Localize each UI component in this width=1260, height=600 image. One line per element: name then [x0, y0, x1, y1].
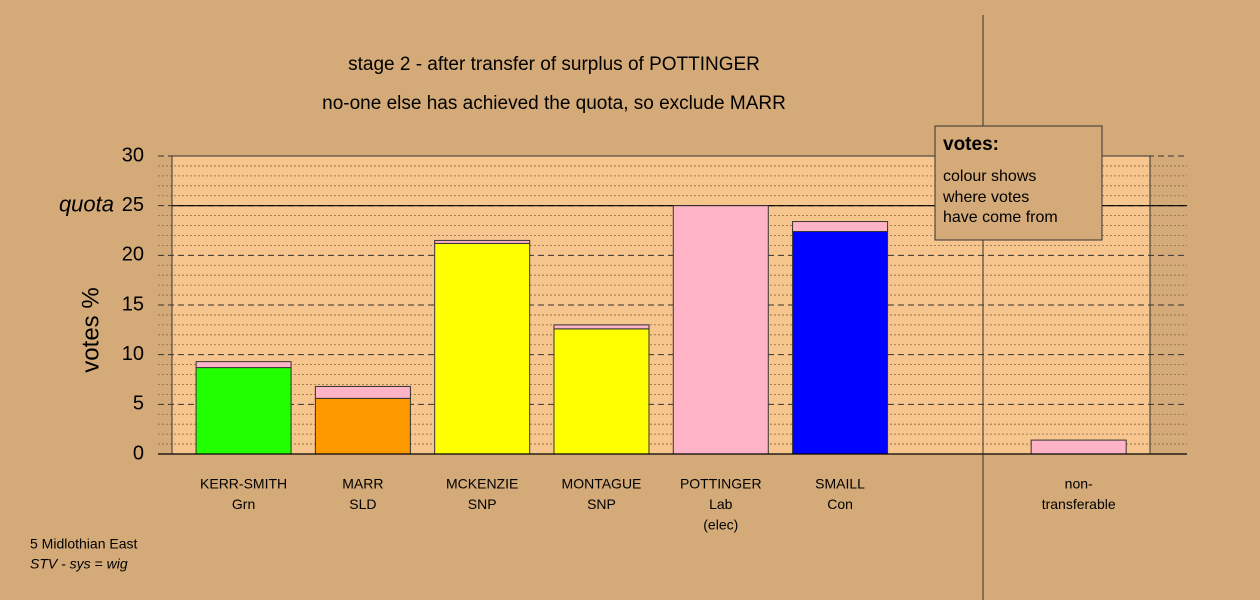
y-tick-label: 25: [122, 194, 144, 216]
x-tick-label: Con: [827, 496, 853, 512]
x-tick-label: Grn: [232, 496, 255, 512]
bar-segment: [553, 324, 650, 330]
y-axis-label: votes %: [77, 287, 104, 372]
y-tick-label: 0: [133, 442, 144, 464]
x-tick-label: SNP: [587, 496, 616, 512]
footer: STV - sys = wig: [30, 556, 128, 572]
note-box: [934, 125, 1103, 241]
y-tick-label: 30: [122, 144, 144, 166]
x-tick-label: SMAILL: [815, 476, 865, 492]
bar-segment: [434, 239, 531, 244]
bar-segment: [314, 397, 411, 455]
y-tick-label: 20: [122, 244, 144, 266]
note-title: votes:: [943, 134, 999, 155]
note-line: have come from: [943, 209, 1058, 226]
note-line: where votes: [942, 189, 1029, 206]
x-tick-label: non-: [1065, 476, 1093, 492]
bar-segment: [195, 367, 292, 455]
bar-segment: [434, 242, 531, 455]
bar-segment: [792, 221, 889, 232]
y-tick-label: 10: [122, 343, 144, 365]
bar-segment: [1030, 439, 1127, 455]
bar-segment: [195, 361, 292, 369]
x-tick-label: SNP: [468, 496, 497, 512]
x-tick-label: KERR-SMITH: [200, 476, 287, 492]
y-tick-label: 5: [133, 393, 144, 415]
x-tick-label: Lab: [709, 496, 733, 512]
x-tick-label: SLD: [349, 496, 376, 512]
y-tick-label: 15: [122, 293, 144, 315]
x-tick-label: MARR: [342, 476, 383, 492]
bar-segment: [553, 328, 650, 455]
bar-segment: [672, 205, 769, 455]
footer: 5 Midlothian East: [30, 536, 138, 552]
note-line: colour shows: [943, 168, 1036, 185]
x-tick-label: MCKENZIE: [446, 476, 518, 492]
quota-label: quota: [59, 191, 114, 216]
x-tick-label: POTTINGER: [680, 476, 762, 492]
bar-segment: [314, 385, 411, 399]
x-tick-label: (elec): [703, 517, 738, 533]
x-tick-label: MONTAGUE: [562, 476, 642, 492]
x-tick-label: transferable: [1042, 496, 1116, 512]
chart-title: stage 2 - after transfer of surplus of P…: [348, 54, 760, 75]
bar-segment: [792, 230, 889, 455]
chart-subtitle: no-one else has achieved the quota, so e…: [322, 93, 786, 114]
